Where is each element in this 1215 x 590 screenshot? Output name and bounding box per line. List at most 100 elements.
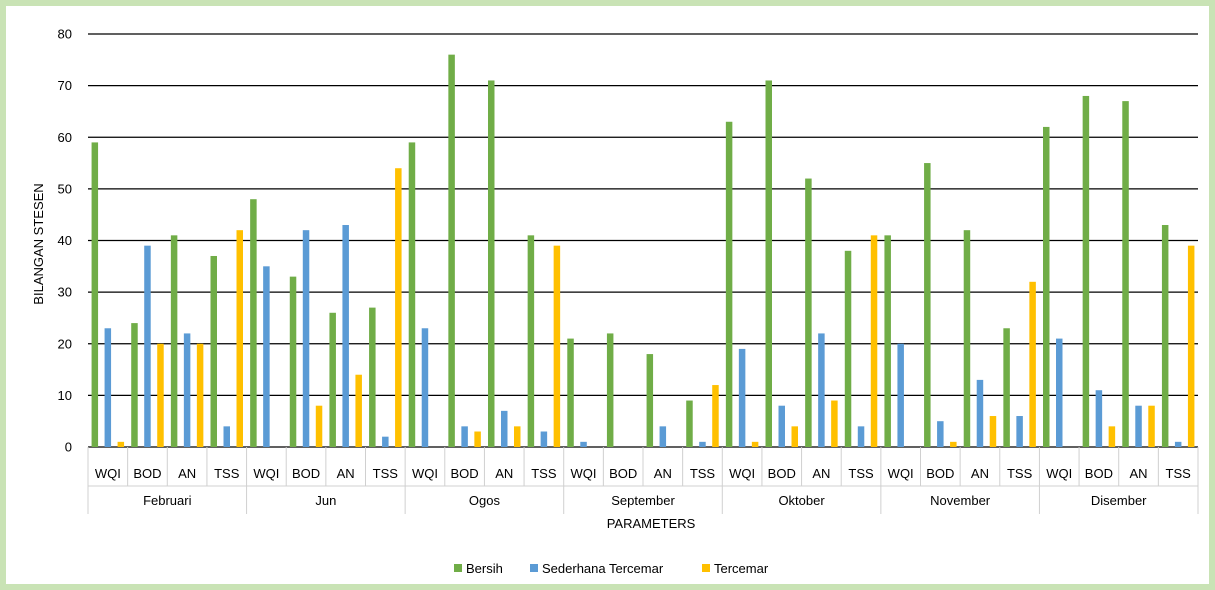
bar-tercemar (1187, 245, 1195, 447)
x-tick-label: AN (971, 466, 989, 481)
bar-bersih (369, 307, 376, 447)
bar-sederhana-tercemar (778, 405, 785, 447)
x-tick-label: TSS (848, 466, 874, 481)
x-group-label: Oktober (778, 493, 825, 508)
bar-tercemar (355, 374, 362, 447)
bar-bersih (765, 80, 772, 448)
bar-sederhana-tercemar (382, 436, 389, 447)
bar-sederhana-tercemar (104, 328, 112, 447)
x-tick-label: TSS (690, 466, 716, 481)
bar-bersih (567, 338, 574, 447)
bar-sederhana-tercemar (144, 245, 151, 447)
bar-sederhana-tercemar (659, 426, 667, 447)
legend-label: Bersih (466, 561, 503, 576)
bar-bersih (527, 235, 535, 447)
bar-sederhana-tercemar (699, 441, 706, 447)
x-axis-title: PARAMETERS (607, 516, 696, 531)
bar-sederhana-tercemar (501, 410, 508, 447)
x-group-label: September (611, 493, 675, 508)
bar-tercemar (989, 416, 997, 447)
y-tick-label: 40 (58, 233, 72, 248)
bar-bersih (805, 178, 812, 448)
bars (91, 54, 1195, 448)
bar-tercemar (870, 235, 878, 447)
bar-tercemar (831, 400, 838, 447)
bar-tercemar (395, 168, 402, 447)
bar-sederhana-tercemar (1135, 405, 1142, 447)
bar-tercemar (1029, 281, 1036, 447)
legend-label: Tercemar (714, 561, 769, 576)
bar-bersih (844, 250, 852, 447)
bar-tercemar (1148, 405, 1155, 447)
bar-sederhana-tercemar (580, 441, 587, 447)
bar-bersih (606, 333, 614, 447)
x-tick-label: BOD (609, 466, 637, 481)
y-tick-label: 0 (65, 440, 72, 455)
legend-swatch (454, 564, 462, 572)
x-tick-label: BOD (451, 466, 479, 481)
bar-bersih (686, 400, 693, 447)
x-group-label: November (930, 493, 991, 508)
bar-sederhana-tercemar (818, 333, 825, 447)
bar-bersih (210, 255, 217, 447)
x-tick-label: WQI (888, 466, 914, 481)
bar-bersih (1122, 101, 1129, 448)
bar-sederhana-tercemar (540, 431, 548, 447)
bar-bersih (408, 142, 416, 447)
bar-tercemar (315, 405, 323, 447)
bar-bersih (91, 142, 99, 447)
bar-bersih (170, 235, 178, 447)
x-tick-label: WQI (412, 466, 438, 481)
bar-tercemar (117, 441, 125, 447)
bar-bersih (963, 230, 971, 447)
bar-tercemar (196, 343, 204, 447)
bar-tercemar (474, 431, 481, 447)
bar-bersih (131, 323, 138, 447)
y-tick-label: 10 (58, 388, 72, 403)
gridlines (88, 33, 1198, 448)
bar-tercemar (712, 385, 719, 447)
y-tick-label: 20 (58, 336, 72, 351)
bar-bersih (329, 312, 336, 447)
x-tick-label: BOD (768, 466, 796, 481)
bar-sederhana-tercemar (738, 348, 746, 447)
x-tick-label: BOD (292, 466, 320, 481)
legend: Bersih Sederhana Tercemar Tercemar (454, 561, 769, 576)
bar-sederhana-tercemar (937, 421, 944, 447)
x-tick-label: WQI (1046, 466, 1072, 481)
x-group-label: Februari (143, 493, 192, 508)
bar-sederhana-tercemar (1056, 338, 1063, 447)
bar-sederhana-tercemar (421, 328, 429, 447)
bar-sederhana-tercemar (1174, 441, 1182, 447)
chart-frame: 0 10 20 30 40 50 60 70 80 WQI BOD AN TSS WQI BOD AN TSS… (6, 6, 1209, 584)
x-tick-label: AN (654, 466, 672, 481)
bar-bersih (488, 80, 495, 448)
y-axis-title: BILANGAN STESEN (31, 183, 46, 304)
bar-tercemar (1108, 426, 1116, 447)
x-group-label: Disember (1091, 493, 1147, 508)
bar-sederhana-tercemar (461, 426, 468, 447)
bar-sederhana-tercemar (1095, 390, 1103, 447)
bar-sederhana-tercemar (183, 333, 191, 447)
x-tick-label: BOD (926, 466, 954, 481)
x-tick-label: AN (1130, 466, 1148, 481)
y-tick-label: 70 (58, 78, 72, 93)
y-tick-label: 30 (58, 285, 72, 300)
y-tick-label: 50 (58, 181, 72, 196)
x-category-axis: WQI BOD AN TSS WQI BOD AN TSS WQI BOD AN TSS WQI BOD A… (87, 447, 1199, 514)
bar-tercemar (514, 426, 521, 447)
bar-sederhana-tercemar (302, 230, 310, 447)
bar-sederhana-tercemar (223, 426, 230, 447)
bar-bersih (250, 199, 257, 447)
x-tick-label: TSS (373, 466, 399, 481)
bar-sederhana-tercemar (976, 379, 984, 447)
bar-sederhana-tercemar (342, 225, 349, 447)
bar-bersih (1003, 328, 1010, 447)
chart-svg: 0 10 20 30 40 50 60 70 80 WQI BOD AN TSS WQI BOD AN TSS… (31, 27, 1199, 576)
x-tick-label: WQI (729, 466, 755, 481)
bar-bersih (924, 163, 931, 447)
bar-bersih (1043, 126, 1050, 448)
x-tick-label: AN (178, 466, 196, 481)
y-tick-label: 60 (58, 130, 72, 145)
x-tick-label: AN (337, 466, 355, 481)
